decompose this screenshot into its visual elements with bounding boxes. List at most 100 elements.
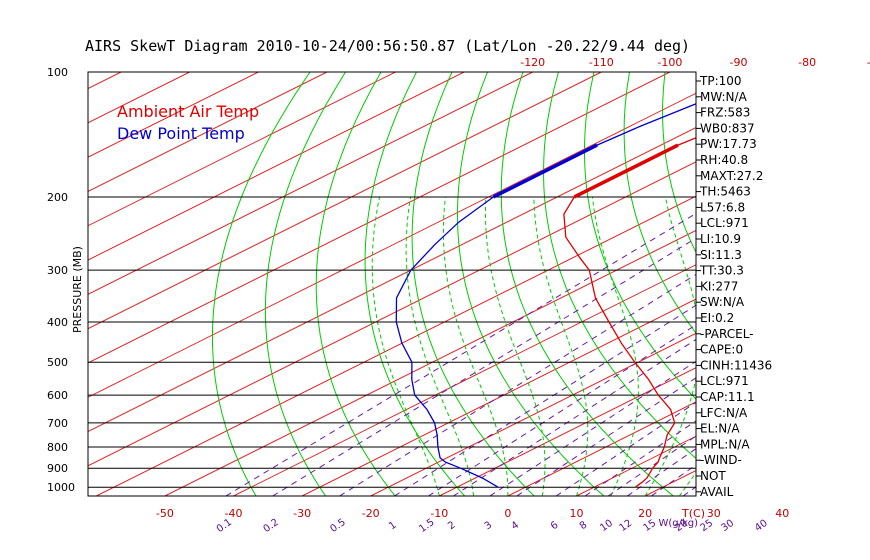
stats-item: MAXT:27.2 [700, 169, 763, 183]
stats-item: FRZ:583 [700, 106, 750, 120]
moist-adiabat-line [782, 197, 870, 496]
moist-adiabat-line [644, 196, 696, 496]
stats-item: LI:10.9 [700, 232, 741, 246]
isotherm-line [301, 298, 696, 496]
top-temperature-tick-labels: -120-110-100-90-80-70-60-50-40 [520, 56, 870, 69]
dry-adiabat-line [315, 72, 396, 496]
top-temp-tick-label: -90 [730, 56, 748, 69]
top-temp-tick-label: -100 [657, 56, 682, 69]
isobar-lines [88, 196, 696, 488]
pressure-tick-label: 1000 [47, 481, 75, 494]
bottom-temp-tick-label: 20 [638, 507, 652, 520]
pressure-tick-labels: 100 200 300 400 500 600 700 800 900 1000 [47, 66, 75, 494]
isotherm-line [88, 72, 328, 193]
mixing-ratio-tick-label: 12 [618, 518, 635, 534]
stats-item: EL:N/A [700, 422, 740, 436]
isotherm-line [88, 72, 122, 90]
bottom-temp-tick-label: -20 [362, 507, 380, 520]
bottom-temp-tick-label: -30 [293, 507, 311, 520]
pressure-tick-label: 600 [47, 389, 68, 402]
dry-adiabat-line [772, 72, 870, 496]
mixing-ratio-tick-label: 10 [598, 518, 615, 534]
isotherm-line [233, 264, 696, 496]
mixing-ratio-tick-label: 2 [446, 520, 458, 533]
isotherm-line [164, 229, 696, 496]
dewpoint-temp-line-highlight [492, 143, 598, 199]
stats-item: LCL:971 [700, 374, 749, 388]
isotherm-line [88, 72, 259, 158]
isotherm-line [507, 401, 696, 496]
isotherm-line [439, 367, 696, 496]
pressure-tick-label: 900 [47, 462, 68, 475]
stats-item: MPL:N/A [700, 437, 750, 451]
mixing-ratio-line [651, 464, 696, 496]
mixing-ratio-line [225, 212, 696, 496]
bottom-temp-tick-label: -40 [225, 507, 243, 520]
bottom-temp-tick-label: 10 [570, 507, 584, 520]
isotherm-line [96, 195, 696, 496]
stats-item: -PARCEL- [700, 327, 754, 341]
dry-adiabat-line [807, 72, 870, 496]
isotherm-line [370, 332, 696, 496]
dry-adiabat-line [662, 72, 696, 254]
isotherm-line [88, 72, 533, 295]
bottom-temp-tick-label: -50 [156, 507, 174, 520]
legend-dewpoint: Dew Point Temp [117, 124, 245, 143]
stats-item: LFC:N/A [700, 406, 748, 420]
mixing-ratio-unit-label: W(g/kg) [658, 518, 698, 529]
isotherm-lines [0, 72, 870, 496]
dry-adiabat-line [843, 72, 870, 496]
top-temp-tick-label: -70 [867, 56, 870, 69]
mixing-ratio-tick-label: 30 [719, 518, 736, 534]
dry-adiabat-line [456, 72, 605, 496]
mixing-ratio-line [489, 360, 696, 496]
moist-adiabat-lines [371, 196, 870, 496]
stats-item: NOT [700, 469, 726, 483]
mixing-ratio-tick-label: 25 [699, 518, 716, 534]
plot-area [0, 72, 870, 496]
mixing-ratio-tick-label: 4 [510, 520, 522, 533]
isotherm-line [88, 126, 696, 433]
stats-item: PW:17.73 [700, 137, 757, 151]
mixing-ratio-tick-label: 8 [578, 520, 590, 533]
mixing-ratio-tick-label: 15 [642, 518, 659, 534]
top-temp-tick-label: -120 [520, 56, 545, 69]
isotherm-line [88, 72, 671, 364]
bottom-temp-tick-label: 30 [707, 507, 721, 520]
pressure-tick-label: 400 [47, 316, 68, 329]
stats-item: L57:6.8 [700, 200, 745, 214]
stats-item: CINH:11436 [700, 358, 772, 372]
mixing-ratio-line [453, 338, 696, 496]
pressure-tick-label: 300 [47, 264, 68, 277]
mixing-ratio-line [272, 237, 696, 496]
mixing-ratio-line [763, 197, 870, 496]
isotherm-line [88, 92, 696, 398]
pressure-tick-label: 700 [47, 417, 68, 430]
stats-item: EI:0.2 [700, 311, 734, 325]
moist-adiabat-line [405, 196, 475, 496]
dry-adiabat-line [584, 72, 696, 400]
stats-item: KI:277 [700, 279, 738, 293]
stats-item: CAP:11.1 [700, 390, 755, 404]
mixing-ratio-tick-label: 40 [753, 518, 770, 534]
stats-item: TT:30.3 [699, 264, 744, 278]
pressure-tick-label: 800 [47, 441, 68, 454]
isotherm-line [0, 72, 53, 496]
mixing-ratio-tick-label: 6 [549, 520, 561, 533]
stats-item: RH:40.8 [700, 153, 748, 167]
isotherm-line [88, 72, 465, 261]
top-temp-tick-label: -110 [589, 56, 614, 69]
moist-adiabat-line [748, 197, 870, 496]
stats-item: SW:N/A [700, 295, 745, 309]
mixing-ratio-lines [225, 197, 870, 496]
moist-adiabat-line [371, 196, 440, 496]
mixing-ratio-tick-label: 3 [483, 520, 495, 533]
mixing-ratio-line [729, 197, 870, 496]
mixing-ratio-line [555, 401, 696, 496]
mixing-ratio-tick-label: 0.5 [328, 517, 347, 535]
stats-item: WB0:837 [700, 121, 755, 135]
isotherm-line [782, 72, 870, 496]
isotherm-line [88, 161, 696, 467]
